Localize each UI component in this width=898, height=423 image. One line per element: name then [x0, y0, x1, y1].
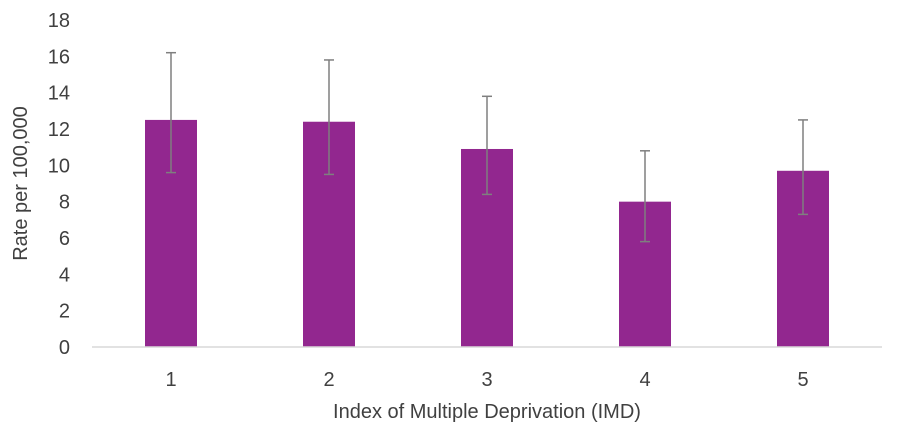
error-bars	[166, 51, 808, 243]
y-tick-label: 8	[59, 192, 70, 214]
x-axis-title: Index of Multiple Deprivation (IMD)	[333, 401, 641, 423]
x-tick-label: 2	[323, 369, 334, 391]
x-axis-ticks: 1 2 3 4 5	[165, 369, 808, 391]
y-tick-label: 4	[59, 264, 70, 286]
y-axis-ticks: 0 2 4 6 8 10 12 14 16 18	[48, 10, 70, 359]
x-tick-label: 3	[481, 369, 492, 391]
error-bar-1	[166, 51, 176, 174]
y-tick-label: 6	[59, 228, 70, 250]
y-axis-title: Rate per 100,000	[10, 106, 32, 261]
x-tick-label: 5	[797, 369, 808, 391]
y-tick-label: 16	[48, 46, 70, 68]
x-tick-label: 1	[165, 369, 176, 391]
y-tick-label: 12	[48, 119, 70, 141]
y-tick-label: 18	[48, 10, 70, 32]
error-bar-5	[798, 119, 808, 216]
y-tick-label: 0	[59, 337, 70, 359]
error-bar-3	[482, 95, 492, 196]
y-tick-label: 2	[59, 301, 70, 323]
y-tick-label: 14	[48, 83, 70, 105]
error-bar-4	[640, 150, 650, 243]
error-bar-2	[324, 59, 334, 176]
y-tick-label: 10	[48, 155, 70, 177]
x-tick-label: 4	[639, 369, 650, 391]
